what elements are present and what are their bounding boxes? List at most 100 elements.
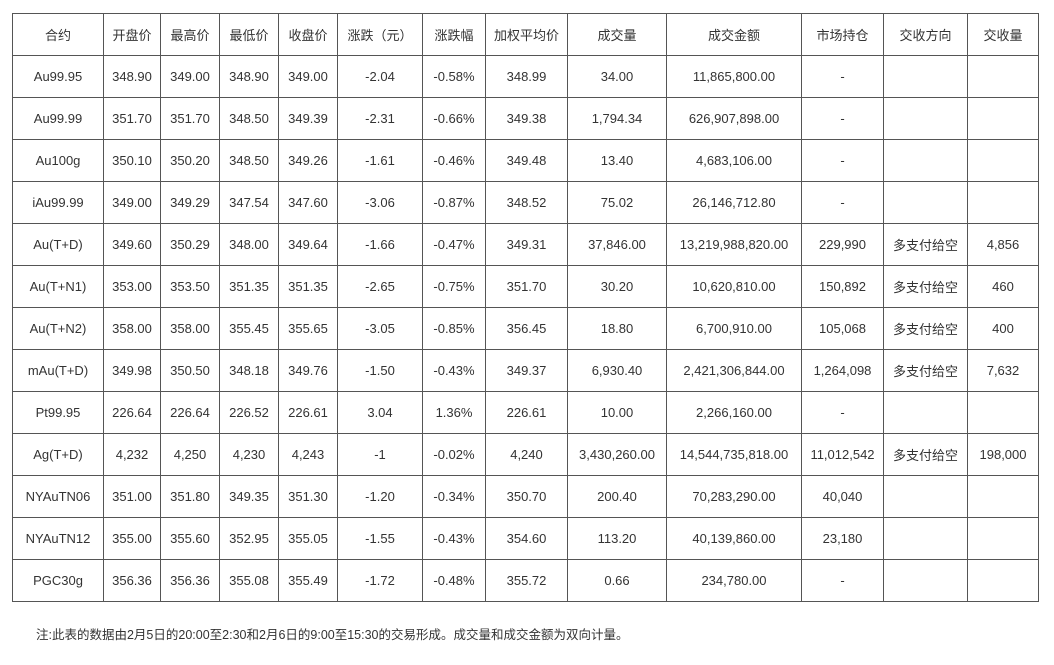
table-cell: 13.40 bbox=[567, 139, 667, 182]
header-row: 合约 开盘价 最高价 最低价 收盘价 涨跌（元） 涨跌幅 加权平均价 成交量 成交金额 市场持仓 交收… bbox=[12, 13, 1039, 56]
table-cell: 6,930.40 bbox=[567, 349, 667, 392]
table-row: mAu(T+D) 349.98 350.50 348.18 349.76 -1.50 -0.… bbox=[12, 349, 1039, 392]
table-cell: 13,219,988,820.00 bbox=[666, 223, 802, 266]
table-cell: 355.60 bbox=[160, 517, 220, 560]
table-cell bbox=[883, 55, 968, 98]
table-cell: -1.66 bbox=[337, 223, 423, 266]
table-cell: -1.20 bbox=[337, 475, 423, 518]
table-body: Au99.95 348.90 349.00 348.90 349.00 -2.04 -0.5… bbox=[12, 55, 1039, 602]
header-cell: 成交金额 bbox=[666, 13, 802, 56]
table-cell: 多支付给空 bbox=[883, 223, 968, 266]
table-cell: -0.34% bbox=[422, 475, 486, 518]
table-cell: 358.00 bbox=[160, 307, 220, 350]
table-cell: 34.00 bbox=[567, 55, 667, 98]
table-cell: -0.87% bbox=[422, 181, 486, 224]
table-cell bbox=[967, 475, 1039, 518]
header-cell: 合约 bbox=[12, 13, 104, 56]
table-cell bbox=[883, 181, 968, 224]
table-row: Au(T+D) 349.60 350.29 348.00 349.64 -1.66 -0.4… bbox=[12, 223, 1039, 266]
table-cell: 400 bbox=[967, 307, 1039, 350]
table-cell bbox=[883, 391, 968, 434]
table-cell: 234,780.00 bbox=[666, 559, 802, 602]
header-cell: 交收量 bbox=[967, 13, 1039, 56]
table-cell: 348.90 bbox=[219, 55, 279, 98]
table-cell: 355.65 bbox=[278, 307, 338, 350]
table-cell: -0.48% bbox=[422, 559, 486, 602]
table-cell: 3.04 bbox=[337, 391, 423, 434]
table-cell: 11,012,542 bbox=[801, 433, 884, 476]
table-cell: 348.18 bbox=[219, 349, 279, 392]
table-cell: 349.39 bbox=[278, 97, 338, 140]
table-cell: 347.54 bbox=[219, 181, 279, 224]
table-cell: Au(T+N1) bbox=[12, 265, 104, 308]
table-cell: -1.55 bbox=[337, 517, 423, 560]
table-cell: - bbox=[801, 139, 884, 182]
quote-table: 合约 开盘价 最高价 最低价 收盘价 涨跌（元） 涨跌幅 加权平均价 成交量 成交金额 市场持仓 交收… bbox=[12, 13, 1039, 602]
table-cell: 18.80 bbox=[567, 307, 667, 350]
table-cell: 105,068 bbox=[801, 307, 884, 350]
table-cell: Pt99.95 bbox=[12, 391, 104, 434]
table-cell: 3,430,260.00 bbox=[567, 433, 667, 476]
table-cell: 349.31 bbox=[485, 223, 568, 266]
table-cell: 1,264,098 bbox=[801, 349, 884, 392]
table-cell: 351.00 bbox=[103, 475, 161, 518]
table-cell: 350.10 bbox=[103, 139, 161, 182]
table-cell: 348.90 bbox=[103, 55, 161, 98]
table-cell: 354.60 bbox=[485, 517, 568, 560]
table-cell: 351.70 bbox=[485, 265, 568, 308]
table-cell: 349.60 bbox=[103, 223, 161, 266]
table-cell: 4,250 bbox=[160, 433, 220, 476]
table-cell: 0.66 bbox=[567, 559, 667, 602]
header-cell: 涨跌幅 bbox=[422, 13, 486, 56]
table-cell: - bbox=[801, 55, 884, 98]
table-cell: PGC30g bbox=[12, 559, 104, 602]
table-cell: 350.50 bbox=[160, 349, 220, 392]
table-cell: 460 bbox=[967, 265, 1039, 308]
table-cell: -0.66% bbox=[422, 97, 486, 140]
table-cell: 6,700,910.00 bbox=[666, 307, 802, 350]
table-cell: 113.20 bbox=[567, 517, 667, 560]
table-cell: 26,146,712.80 bbox=[666, 181, 802, 224]
table-cell bbox=[967, 181, 1039, 224]
note: 注:此表的数据由2月5日的20:00至2:30和2月6日的9:00至15:30的… bbox=[36, 628, 629, 642]
table-cell: 351.70 bbox=[103, 97, 161, 140]
table-cell: -0.85% bbox=[422, 307, 486, 350]
table-cell: 349.37 bbox=[485, 349, 568, 392]
table-cell: -1.50 bbox=[337, 349, 423, 392]
table-cell: -0.43% bbox=[422, 349, 486, 392]
table-cell: 353.00 bbox=[103, 265, 161, 308]
table-cell bbox=[883, 559, 968, 602]
table-cell: 226.61 bbox=[278, 391, 338, 434]
table-row: Ag(T+D) 4,232 4,250 4,230 4,243 -1 -0.02% 4,240… bbox=[12, 433, 1039, 476]
table-row: Au100g 350.10 350.20 348.50 349.26 -1.61 -0.46… bbox=[12, 139, 1039, 182]
table-row: Au(T+N1) 353.00 353.50 351.35 351.35 -2.65 -0.… bbox=[12, 265, 1039, 308]
table-row: Au(T+N2) 358.00 358.00 355.45 355.65 -3.05 -0.… bbox=[12, 307, 1039, 350]
table-cell: 351.35 bbox=[278, 265, 338, 308]
table-cell: 40,139,860.00 bbox=[666, 517, 802, 560]
table-cell: 349.48 bbox=[485, 139, 568, 182]
table-cell: NYAuTN12 bbox=[12, 517, 104, 560]
table-cell: 358.00 bbox=[103, 307, 161, 350]
table-cell: -0.58% bbox=[422, 55, 486, 98]
table-cell: 4,230 bbox=[219, 433, 279, 476]
table-cell: 351.70 bbox=[160, 97, 220, 140]
table-cell: 349.26 bbox=[278, 139, 338, 182]
table-cell: 23,180 bbox=[801, 517, 884, 560]
table-cell: 626,907,898.00 bbox=[666, 97, 802, 140]
table-cell bbox=[883, 517, 968, 560]
table-cell: 229,990 bbox=[801, 223, 884, 266]
table-cell: - bbox=[801, 391, 884, 434]
table-cell: 351.35 bbox=[219, 265, 279, 308]
table-cell: 350.29 bbox=[160, 223, 220, 266]
header-cell: 开盘价 bbox=[103, 13, 161, 56]
table-cell bbox=[967, 559, 1039, 602]
table-cell: 4,856 bbox=[967, 223, 1039, 266]
table-cell: 355.45 bbox=[219, 307, 279, 350]
table-row: NYAuTN12 355.00 355.60 352.95 355.05 -1.55 -0.… bbox=[12, 517, 1039, 560]
table-cell: 4,243 bbox=[278, 433, 338, 476]
table-cell: 355.00 bbox=[103, 517, 161, 560]
table-cell: 355.72 bbox=[485, 559, 568, 602]
table-cell: 多支付给空 bbox=[883, 265, 968, 308]
table-cell: 356.45 bbox=[485, 307, 568, 350]
table-cell: 347.60 bbox=[278, 181, 338, 224]
